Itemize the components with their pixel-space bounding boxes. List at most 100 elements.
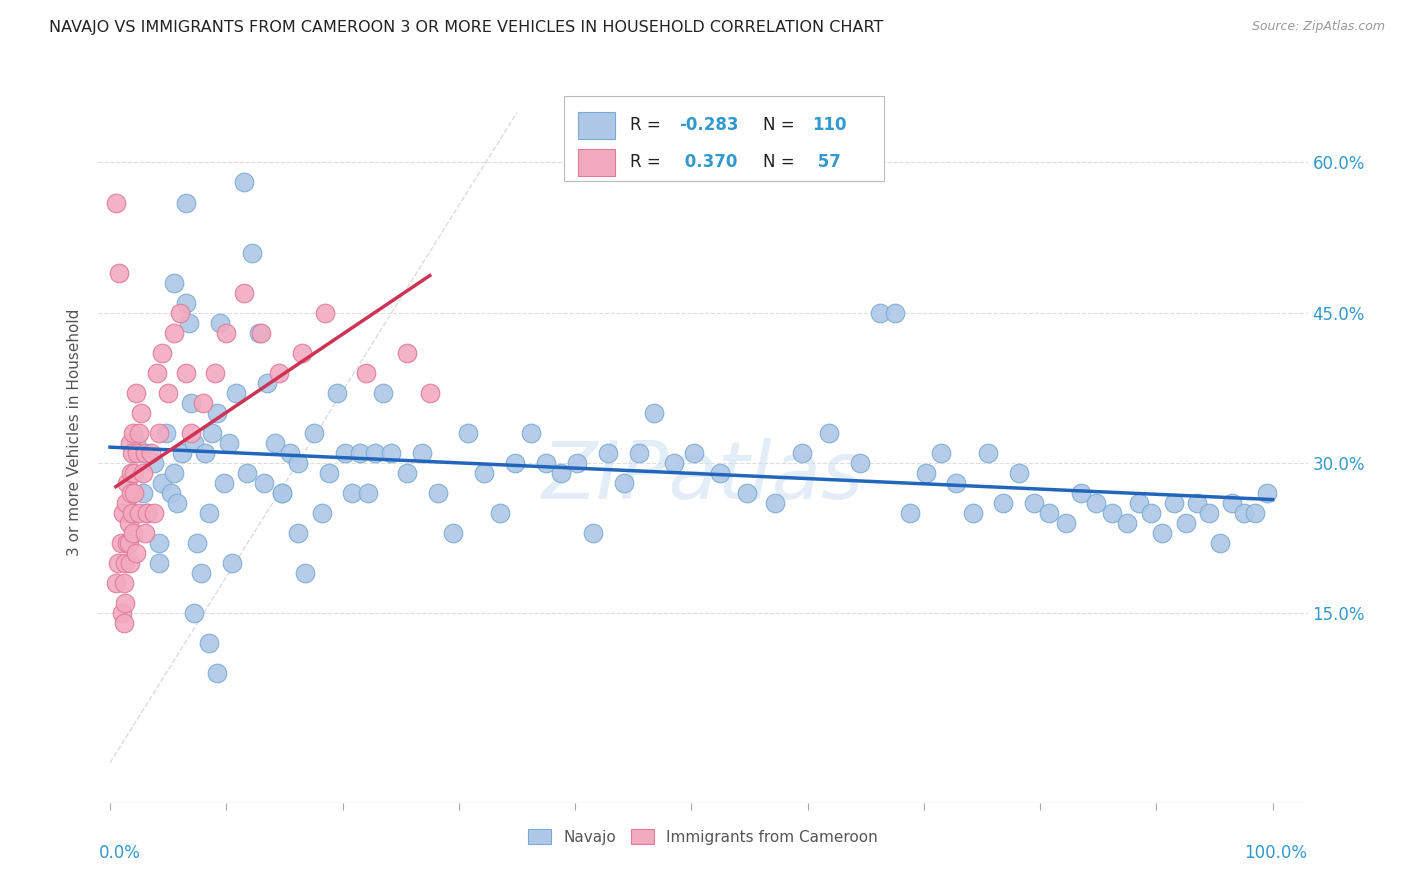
Point (155, 425, 177, 440)
Point (1198, 506, 1220, 520)
Point (264, 435, 287, 450)
Point (174, 295, 197, 310)
Point (596, 445, 619, 459)
Point (157, 385, 180, 400)
Point (340, 485, 363, 500)
Point (218, 435, 240, 450)
Point (849, 456, 872, 470)
Point (139, 445, 162, 459)
Point (114, 556, 136, 570)
Point (148, 556, 170, 570)
Point (212, 475, 235, 490)
Point (1174, 516, 1197, 530)
Text: N =: N = (763, 153, 800, 171)
Point (488, 506, 510, 520)
Point (1116, 516, 1139, 530)
Point (581, 525, 603, 540)
Point (419, 385, 441, 400)
Point (198, 506, 221, 520)
Point (291, 345, 314, 359)
Point (125, 445, 148, 459)
Point (118, 516, 141, 530)
Point (613, 475, 636, 490)
Point (550, 466, 572, 480)
Point (1024, 496, 1046, 510)
Point (931, 445, 953, 459)
Point (186, 535, 208, 549)
Point (118, 435, 141, 450)
Point (111, 506, 134, 520)
Text: Source: ZipAtlas.com: Source: ZipAtlas.com (1251, 20, 1385, 33)
Point (311, 506, 333, 520)
Point (790, 445, 813, 459)
Text: -0.283: -0.283 (679, 116, 738, 135)
Point (271, 485, 294, 500)
Point (1256, 485, 1278, 500)
Point (267, 366, 290, 380)
FancyBboxPatch shape (578, 112, 614, 138)
Point (354, 366, 377, 380)
Point (191, 395, 214, 409)
Point (174, 195, 197, 210)
Point (763, 496, 786, 510)
Point (131, 466, 153, 480)
Point (709, 466, 731, 480)
Point (124, 385, 146, 400)
Point (131, 485, 153, 500)
Point (373, 385, 395, 400)
Point (1209, 535, 1232, 549)
Point (201, 425, 224, 440)
Point (682, 445, 704, 459)
Point (898, 506, 921, 520)
Point (869, 305, 891, 319)
Point (180, 395, 202, 409)
Point (215, 326, 238, 340)
Point (124, 546, 146, 560)
Point (183, 606, 205, 620)
Point (1233, 506, 1256, 520)
Point (333, 445, 356, 459)
Text: 0.370: 0.370 (679, 153, 737, 171)
Text: N =: N = (763, 116, 800, 135)
Text: 110: 110 (811, 116, 846, 135)
Point (163, 466, 186, 480)
Point (118, 535, 141, 549)
Text: R =: R = (630, 153, 666, 171)
Point (735, 485, 758, 500)
Point (143, 506, 166, 520)
Point (225, 385, 247, 400)
Point (395, 466, 418, 480)
Legend: Navajo, Immigrants from Cameroon: Navajo, Immigrants from Cameroon (522, 822, 884, 851)
Point (1101, 506, 1123, 520)
Point (110, 535, 132, 549)
Point (134, 445, 156, 459)
Point (236, 466, 259, 480)
Y-axis label: 3 or more Vehicles in Household: 3 or more Vehicles in Household (67, 309, 83, 557)
Point (1085, 496, 1108, 510)
Point (134, 525, 156, 540)
Point (326, 385, 349, 400)
Point (349, 445, 371, 459)
Point (111, 606, 134, 620)
Point (302, 425, 325, 440)
Point (1152, 525, 1174, 540)
Point (194, 445, 217, 459)
Point (112, 575, 135, 590)
Point (1054, 516, 1077, 530)
Point (240, 245, 263, 260)
Point (122, 425, 145, 440)
Point (991, 496, 1014, 510)
Point (1185, 496, 1208, 510)
Point (104, 195, 127, 210)
Point (180, 425, 202, 440)
Point (662, 456, 685, 470)
Point (294, 566, 316, 580)
Point (136, 506, 159, 520)
Text: 57: 57 (811, 153, 841, 171)
Text: 100.0%: 100.0% (1244, 844, 1308, 862)
Point (287, 456, 309, 470)
Point (232, 285, 254, 300)
Point (252, 475, 274, 490)
Point (271, 485, 294, 500)
Point (112, 615, 135, 630)
